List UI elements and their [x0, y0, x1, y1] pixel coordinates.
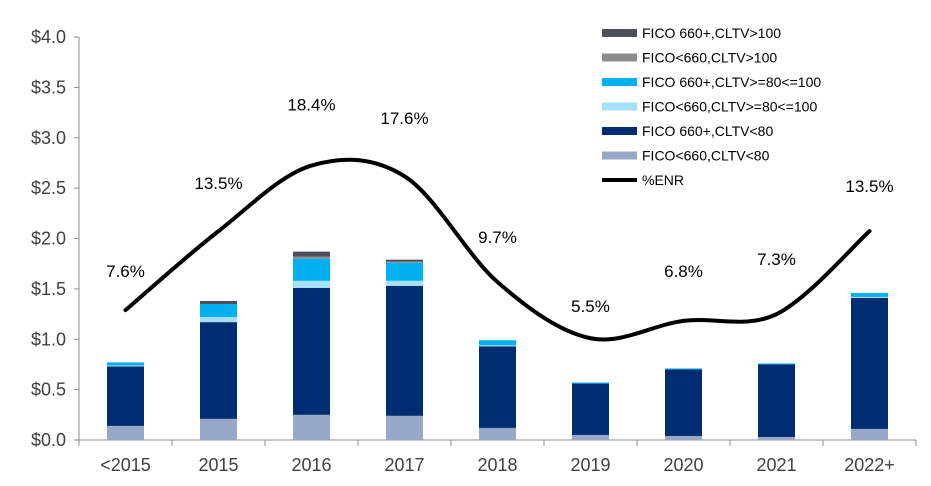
- enr-data-label: 17.6%: [380, 109, 428, 128]
- enr-data-label: 5.5%: [571, 297, 610, 316]
- enr-line: [123, 157, 872, 342]
- bar-segment-0: [665, 435, 702, 440]
- legend-label: FICO<660,CLTV>=80<=100: [642, 99, 817, 115]
- bar-segment-4: [293, 256, 330, 259]
- bar-segment-5: [386, 259, 423, 262]
- legend-label: FICO<660,CLTV>100: [642, 50, 777, 66]
- legend-label: FICO 660+,CLTV>100: [642, 25, 781, 41]
- x-tick-label: 2022+: [844, 455, 895, 475]
- y-tick-label: $0.0: [31, 430, 66, 450]
- y-tick-label: $1.0: [31, 329, 66, 349]
- y-tick-label: $1.5: [31, 279, 66, 299]
- enr-data-label: 9.7%: [478, 228, 517, 247]
- bar-segment-3: [200, 303, 237, 318]
- bar-segment-2: [200, 317, 237, 323]
- bar-segment-0: [200, 418, 237, 440]
- bar-segment-3: [758, 363, 795, 365]
- bar-segment-0: [107, 425, 144, 440]
- bar-segment-2: [479, 345, 516, 347]
- bar-segment-2: [293, 280, 330, 288]
- y-tick-label: $2.0: [31, 229, 66, 249]
- legend-swatch: [602, 151, 637, 160]
- enr-data-label: 6.8%: [664, 262, 703, 281]
- x-tick-label: 2016: [291, 455, 331, 475]
- legend-swatch: [602, 53, 637, 62]
- legend-label: %ENR: [642, 172, 684, 188]
- bar-segment-1: [107, 366, 144, 426]
- x-tick-label: <2015: [100, 455, 151, 475]
- enr-data-label: 13.5%: [845, 177, 893, 196]
- enr-data-label: 7.3%: [757, 250, 796, 269]
- enr-data-label: 7.6%: [106, 262, 145, 281]
- bar-segment-5: [200, 300, 237, 304]
- legend-swatch: [602, 127, 637, 135]
- bar-segment-1: [758, 364, 795, 437]
- y-tick-label: $3.5: [31, 77, 66, 97]
- legend-label: FICO 660+,CLTV<80: [642, 123, 773, 139]
- legend-label: FICO<660,CLTV<80: [642, 148, 770, 164]
- x-tick-label: 2018: [477, 455, 517, 475]
- bar-segment-2: [107, 365, 144, 367]
- legend: FICO 660+,CLTV>100 FICO<660,CLTV>100 FICO …: [602, 25, 821, 188]
- bar-segment-1: [293, 287, 330, 415]
- bar-segment-1: [479, 346, 516, 428]
- legend-swatch: [602, 78, 637, 86]
- legend-label: FICO 660+,CLTV>=80<=100: [642, 74, 821, 90]
- bar-segment-3: [293, 258, 330, 281]
- bar-segment-3: [665, 368, 702, 370]
- enr-data-label: 13.5%: [194, 174, 242, 193]
- y-tick-label: $2.5: [31, 178, 66, 198]
- bar-segment-1: [386, 285, 423, 416]
- x-tick-label: 2020: [663, 455, 703, 475]
- bar-segment-3: [386, 262, 423, 281]
- x-tick-label: 2021: [756, 455, 796, 475]
- bar-segment-0: [758, 436, 795, 440]
- y-tick-label: $3.0: [31, 128, 66, 148]
- bar-segment-4: [386, 261, 423, 263]
- y-tick-label: $4.0: [31, 27, 66, 47]
- bar-segment-1: [665, 369, 702, 436]
- bar-segment-0: [851, 428, 888, 440]
- bar-segment-0: [572, 434, 609, 440]
- enr-data-label: 18.4%: [287, 96, 335, 115]
- bar-segment-1: [572, 383, 609, 435]
- legend-swatch: [602, 102, 637, 111]
- bar-segment-3: [479, 340, 516, 346]
- bar-segment-1: [200, 322, 237, 419]
- bar-segment-3: [107, 362, 144, 366]
- x-tick-label: 2019: [570, 455, 610, 475]
- x-tick-label: 2015: [198, 455, 238, 475]
- bar-segment-5: [293, 251, 330, 257]
- y-tick-label: $0.5: [31, 380, 66, 400]
- bar-segment-2: [851, 296, 888, 298]
- bar-segment-2: [386, 280, 423, 286]
- bar-segment-0: [293, 414, 330, 440]
- bar-segment-0: [479, 427, 516, 440]
- x-tick-label: 2017: [384, 455, 424, 475]
- legend-swatch: [602, 29, 637, 37]
- bar-segment-0: [386, 415, 423, 440]
- bar-segment-1: [851, 297, 888, 429]
- bar-segment-3: [572, 382, 609, 384]
- bar-segment-3: [851, 292, 888, 297]
